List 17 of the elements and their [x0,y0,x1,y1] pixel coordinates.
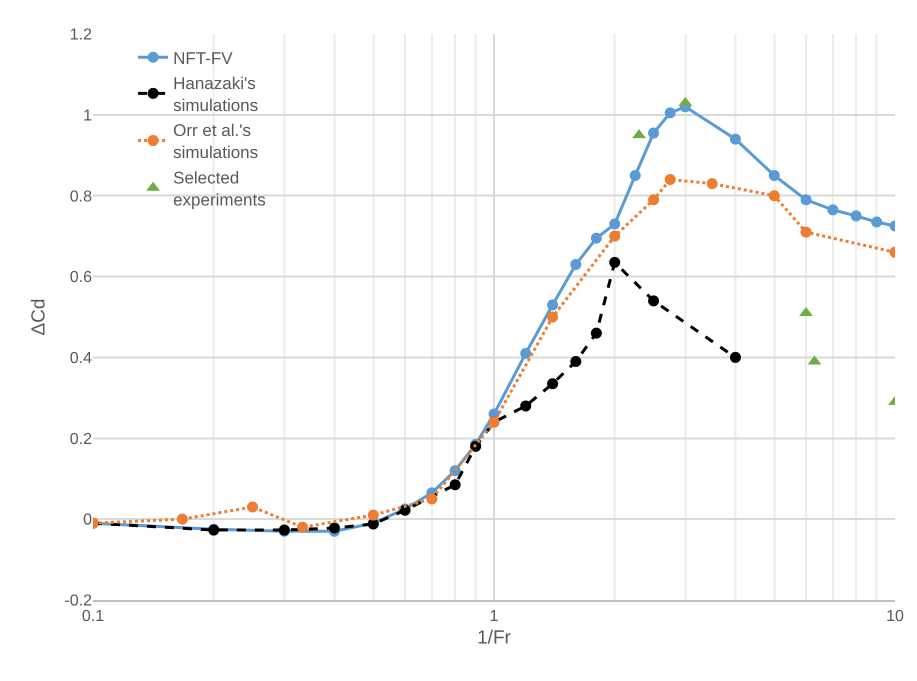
y-tick-label: 0.8 [70,188,92,206]
legend-label: Selected experiments [173,168,266,210]
x-tick-label: 0.1 [82,608,104,626]
x-tick-label: 1 [490,608,499,626]
x-axis-title: 1/Fr [477,628,512,648]
y-tick-label: 1 [83,107,92,124]
legend-label: Hanazaki's simulations [173,74,258,116]
y-tick-label: -0.2 [64,592,92,610]
x-tick-label: 10 [886,608,904,626]
y-tick-label: 0.2 [70,430,92,448]
y-tick-label: 0 [83,512,92,529]
legend-label: Orr et al.'s simulations [173,121,258,162]
y-tick-label: 0.6 [70,269,92,286]
y-tick-label: 1.2 [70,26,92,44]
y-axis-title: ΔCd [28,298,50,336]
y-tick-label: 0.4 [70,350,92,368]
legend-label: NFT-FV [173,48,234,68]
